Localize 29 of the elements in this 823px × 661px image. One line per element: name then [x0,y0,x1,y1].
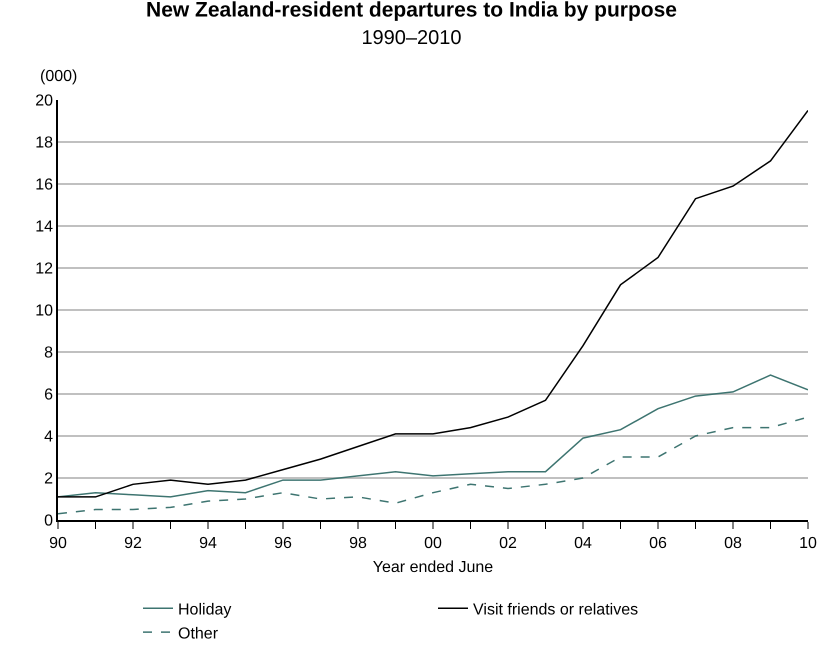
legend-label: Visit friends or relatives [473,602,638,619]
x-axis-title: Year ended June [372,559,494,576]
y-tick-label: 20 [35,92,54,110]
x-tick-label: 98 [349,534,367,552]
x-tick-label: 04 [574,534,592,552]
y-tick-label: 0 [44,512,54,530]
y-tick-label: 16 [35,176,54,194]
y-tick-label: 4 [44,428,54,446]
chart-title: New Zealand-resident departures to India by purpose [146,0,677,22]
x-tick-label: 10 [799,534,817,552]
x-tick-label: 92 [124,534,142,552]
y-tick-label: 12 [35,260,54,278]
chart-subtitle: 1990–2010 [361,26,462,49]
x-tick-label: 90 [49,534,67,552]
y-tick-label: 10 [35,302,54,320]
y-tick-label: 18 [35,134,54,152]
x-tick-label: 94 [199,534,217,552]
y-tick-label: 8 [44,344,54,362]
y-tick-label: 6 [44,386,54,404]
x-tick-label: 08 [724,534,742,552]
y-tick-label: 2 [44,470,54,488]
x-tick-label: 00 [424,534,442,552]
y-axis-title: (000) [40,68,78,85]
y-tick-label: 14 [35,218,54,236]
x-tick-label: 06 [649,534,667,552]
legend-label: Holiday [178,602,232,619]
legend-label: Other [178,625,219,642]
x-tick-label: 02 [499,534,517,552]
x-tick-label: 96 [274,534,292,552]
